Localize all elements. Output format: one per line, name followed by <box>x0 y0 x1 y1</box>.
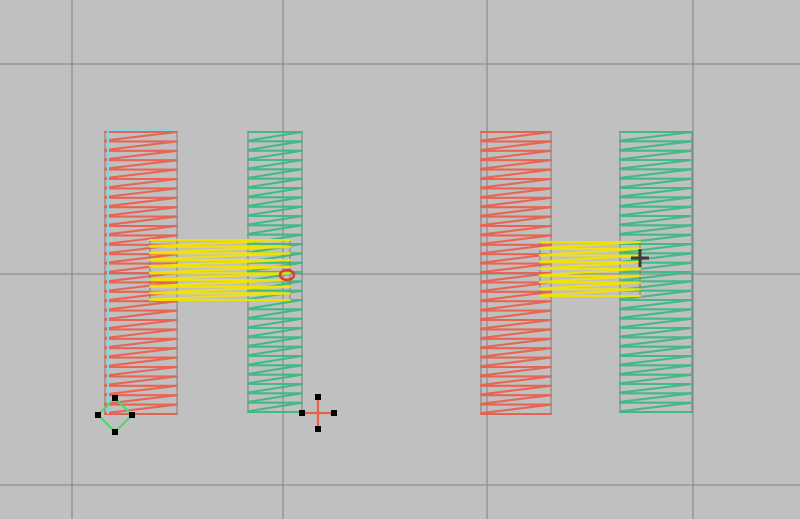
left-yellow-crossbar <box>148 238 292 302</box>
move-handle-point-3[interactable] <box>315 426 321 432</box>
move-handle-point-2[interactable] <box>315 394 321 400</box>
left-red-column-extrusion-path <box>103 130 179 416</box>
right-yellow-crossbar <box>538 240 642 298</box>
left-green-column-extrusion-path <box>246 130 304 414</box>
scale-handle-point-1[interactable] <box>129 412 135 418</box>
part-left <box>103 130 304 416</box>
mouse-cursor-crosshair <box>631 249 649 267</box>
scale-handle-point-0[interactable] <box>112 395 118 401</box>
part-right <box>479 130 694 416</box>
seam-marker[interactable] <box>278 268 296 282</box>
right-red-column-extrusion-path <box>479 130 553 416</box>
right-green-column <box>618 130 694 414</box>
left-yellow-crossbar-extrusion-path <box>148 238 292 302</box>
selection-outline-cyan <box>107 129 173 414</box>
scale-handle-diamond[interactable] <box>96 396 134 434</box>
right-red-column <box>479 130 553 416</box>
move-handle-point-0[interactable] <box>299 410 305 416</box>
scale-handle-point-2[interactable] <box>112 429 118 435</box>
left-red-column <box>103 130 179 416</box>
move-handle-point-1[interactable] <box>331 410 337 416</box>
scale-handle-point-3[interactable] <box>95 412 101 418</box>
right-yellow-crossbar-extrusion-path <box>538 240 642 298</box>
right-green-column-extrusion-path <box>618 130 694 414</box>
